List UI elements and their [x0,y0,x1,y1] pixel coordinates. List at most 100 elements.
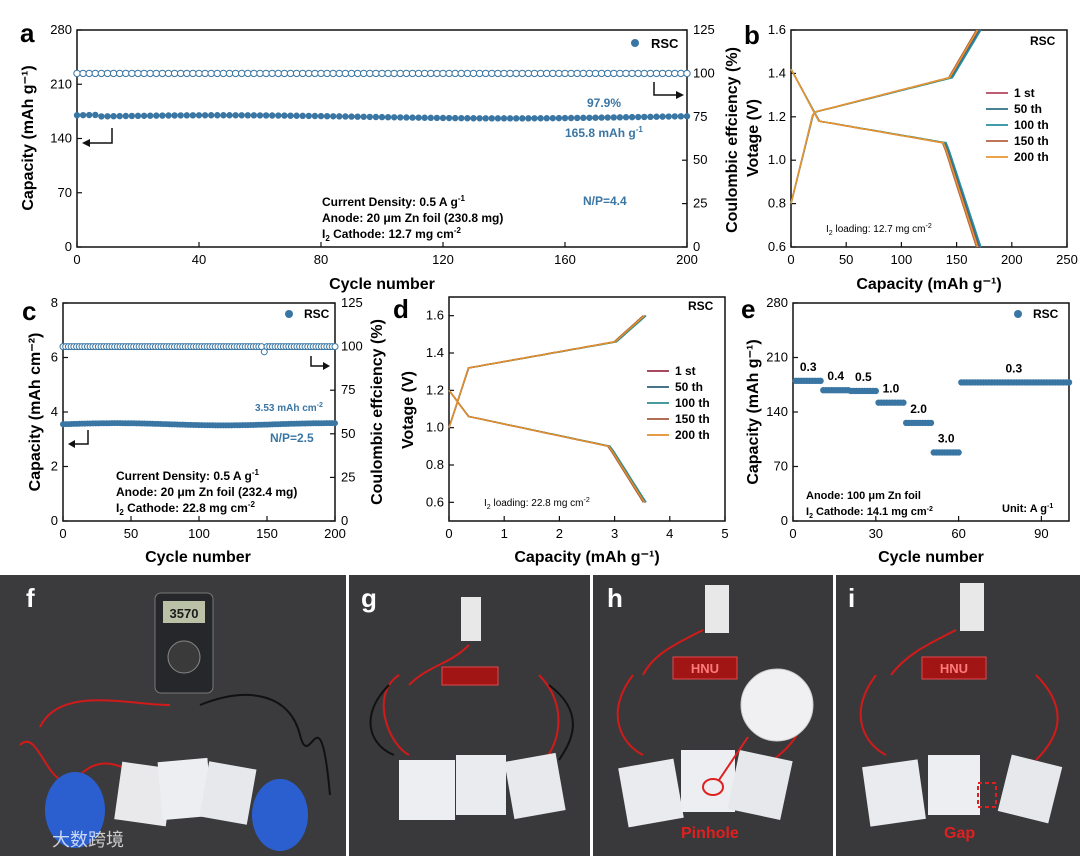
ce-point [536,69,545,78]
capacity-point [506,115,514,122]
multimeter-dial [167,640,201,674]
ce-point [402,69,411,78]
ce-point [317,69,325,78]
charge-curve-200th [790,29,979,204]
capacity-point [226,112,233,119]
y-tick-label-c: 0 [51,513,58,528]
y-tick-label-d: 1.6 [426,308,444,323]
y-axis-label-b: Votage (V) [745,99,762,177]
capacity-point [671,113,678,120]
capacity-point [427,114,434,122]
x-tick-label-a: 160 [554,252,576,267]
capacity-point [183,112,190,119]
y-tick-label-b: 1.0 [768,152,786,167]
ce-point [518,69,526,78]
ce-point [109,69,118,78]
x-tick-label-c: 50 [124,526,138,541]
ce-point [286,69,295,78]
capacity-point [525,115,532,122]
gap-label: Gap [944,825,975,842]
anode-info-a: Anode: 20 μm Zn foil (230.8 mg) [322,211,503,225]
pouch-cell [504,752,566,820]
legend-marker-e [1014,310,1022,318]
rate-label: 0.4 [827,369,844,383]
capacity-point [238,112,245,119]
ce-point [213,69,222,78]
ce-point [475,69,484,78]
capacity-point [73,112,81,119]
y-right-tick-label-a: 125 [693,22,715,37]
gap-marker [977,782,997,808]
capacity-point [159,112,166,119]
x-tick-label-c: 200 [324,526,346,541]
capacity-point [153,112,160,119]
photo-label-h: h [607,583,623,613]
ce-point [506,69,514,78]
photo-label-g: g [361,583,377,613]
x-axis-label-a: Cycle number [329,276,435,293]
y-right-tick-label-a: 25 [693,196,707,211]
x-tick-label-c: 0 [59,526,66,541]
x-tick-label-d: 4 [666,526,673,541]
ce-point [331,343,339,351]
legend-entry: 200 th [675,428,710,442]
y-tick-label-a: 0 [65,239,72,254]
ce-point [372,69,380,78]
rate-point [1065,379,1073,386]
capacity-point [134,112,142,120]
capacity-point [500,115,508,122]
panel-label-a: a [20,18,35,48]
capacity-point [366,113,373,121]
ce-point [140,69,148,78]
capacity-point [421,114,428,121]
charge-curve-100th [790,29,982,204]
y-tick-label-d: 1.0 [426,420,444,435]
capacity-point [458,114,465,122]
ce-point [122,69,130,78]
y-tick-label-d: 0.6 [426,494,444,509]
capacity-point [567,114,575,122]
capacity-point [452,114,459,122]
capacity-point [537,115,544,122]
capacity-point [195,112,203,119]
ce-point [164,69,173,78]
right-axis-arrow-a [653,82,680,96]
ce-value-a: 97.9% [587,96,621,110]
led-holder [960,583,984,631]
rate-label: 0.3 [1005,361,1022,375]
legend-entry: 150 th [1014,134,1049,148]
capacity-point [110,112,117,120]
ce-point [561,69,569,78]
photo-label-i: i [848,583,855,613]
capacity-point [128,112,136,120]
left-axis-arrow-c [72,430,89,445]
discharge-curve-50th [448,389,647,503]
axis-ticks-d: 0 1 2 3 4 5 0.6 0.8 1.0 1.2 1.4 1.6 [426,308,729,541]
capacity-point [464,114,471,122]
capacity-point [311,112,319,120]
current-density-c: Current Density: 0.5 A g-1 [116,468,259,483]
rate-point [900,399,907,406]
capacity-point [482,115,489,122]
capacity-point [330,113,337,120]
capacity-point [354,113,361,120]
ce-point [683,69,691,78]
capacity-point [122,112,129,120]
ce-point [433,69,441,78]
capacity-point [305,112,312,120]
y-axis-right-label-a: Coulombic effciency (%) [724,47,741,233]
ce-point [250,69,258,78]
rate-label: 1.0 [883,382,900,396]
capacity-point [244,112,251,119]
capacity-point [677,113,685,120]
panel-b: b 0 50 100 150 200 250 0.6 0.8 1.0 1.2 1.4 1.6 1 st… [744,20,1078,293]
y-right-tick-label-c: 0 [341,513,348,528]
y-axis-label-c: Capacity (mAh cm⁻²) [27,333,44,492]
led-holder [461,597,481,641]
ce-point [244,69,252,78]
ce-point [451,69,459,78]
y-tick-label-c: 2 [51,459,58,474]
capacity-point [147,112,154,119]
charge-curve-100th [448,315,647,428]
panel-label-b: b [744,20,760,50]
